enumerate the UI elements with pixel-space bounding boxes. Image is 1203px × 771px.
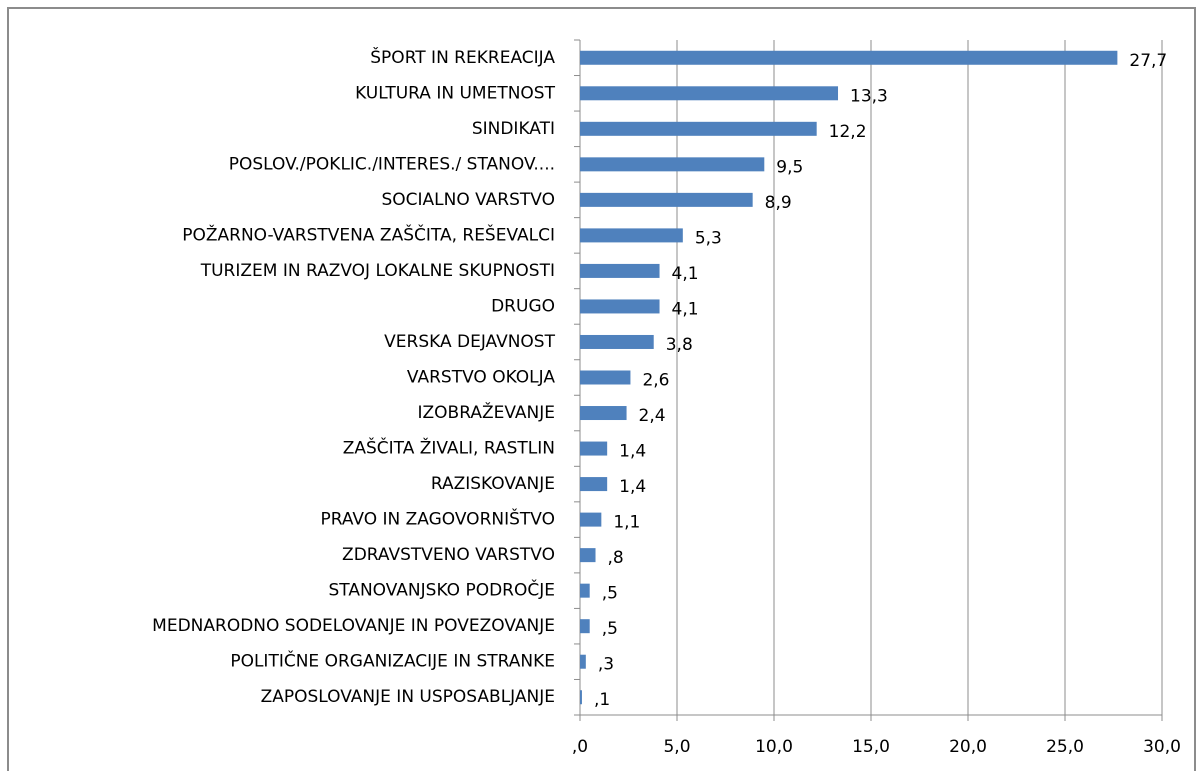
y-tick-label: MEDNARODNO SODELOVANJE IN POVEZOVANJE <box>152 616 555 636</box>
bar <box>580 299 660 314</box>
value-label: 27,7 <box>1129 51 1167 71</box>
bar <box>580 619 590 634</box>
x-tick-label: 30,0 <box>1143 737 1181 757</box>
value-label: 12,2 <box>829 122 867 142</box>
value-label: 2,4 <box>639 406 666 426</box>
y-tick-label: VERSKA DEJAVNOST <box>384 332 555 352</box>
bar <box>580 654 586 669</box>
bar <box>580 86 839 101</box>
y-tick-label: RAZISKOVANJE <box>431 474 555 494</box>
bar <box>580 477 608 492</box>
value-label: 1,4 <box>619 442 646 462</box>
value-label: 4,1 <box>672 299 699 319</box>
bar <box>580 157 765 172</box>
bar <box>580 690 582 705</box>
y-tick-label: KULTURA IN UMETNOST <box>355 83 556 103</box>
y-tick-label: POSLOV./POKLIC./INTERES./ STANOV.... <box>229 154 555 174</box>
value-label: 13,3 <box>850 86 888 106</box>
y-tick-label: STANOVANJSKO PODROČJE <box>328 579 555 601</box>
bar <box>580 441 608 456</box>
value-label: 3,8 <box>666 335 693 355</box>
value-label: ,5 <box>602 619 618 639</box>
y-tick-label: POŽARNO-VARSTVENA ZAŠČITA, REŠEVALCI <box>182 223 555 245</box>
x-tick-label: 10,0 <box>755 737 793 757</box>
bar <box>580 583 590 598</box>
value-label: ,5 <box>602 584 618 604</box>
y-tick-label: ZAPOSLOVANJE IN USPOSABLJANJE <box>261 687 555 707</box>
y-tick-label: ZDRAVSTVENO VARSTVO <box>342 545 555 565</box>
y-tick-label: TURIZEM IN RAZVOJ LOKALNE SKUPNOSTI <box>200 261 555 281</box>
y-tick-label: PRAVO IN ZAGOVORNIŠTVO <box>320 508 555 530</box>
y-tick-label: DRUGO <box>491 296 555 316</box>
value-label: ,8 <box>608 548 624 568</box>
value-label: 2,6 <box>642 371 669 391</box>
bar <box>580 228 683 243</box>
y-tick-label: ŠPORT IN REKREACIJA <box>370 46 555 68</box>
x-tick-label: 25,0 <box>1046 737 1084 757</box>
value-label: 1,4 <box>619 477 646 497</box>
bar <box>580 263 660 278</box>
x-tick-label: ,0 <box>572 737 588 757</box>
y-tick-label: POLITIČNE ORGANIZACIJE IN STRANKE <box>230 650 555 672</box>
bar <box>580 406 627 421</box>
value-label: 8,9 <box>765 193 792 213</box>
bar <box>580 121 817 136</box>
y-tick-label: IZOBRAŽEVANJE <box>418 401 556 423</box>
bar <box>580 370 631 385</box>
x-tick-label: 20,0 <box>949 737 987 757</box>
x-tick-label: 5,0 <box>663 737 690 757</box>
y-tick-label: SINDIKATI <box>472 119 555 139</box>
y-tick-label: VARSTVO OKOLJA <box>407 368 555 388</box>
bar <box>580 50 1118 65</box>
value-label: 4,1 <box>672 264 699 284</box>
bar <box>580 192 753 207</box>
value-label: ,1 <box>594 690 610 710</box>
value-label: ,3 <box>598 655 614 675</box>
value-label: 1,1 <box>613 513 640 533</box>
bar <box>580 512 602 527</box>
y-tick-label: ZAŠČITA ŽIVALI, RASTLIN <box>343 437 555 459</box>
x-tick-label: 15,0 <box>852 737 890 757</box>
bar <box>580 334 654 349</box>
y-tick-label: SOCIALNO VARSTVO <box>381 190 555 210</box>
bar <box>580 548 596 563</box>
value-label: 9,5 <box>776 157 803 177</box>
value-label: 5,3 <box>695 228 722 248</box>
